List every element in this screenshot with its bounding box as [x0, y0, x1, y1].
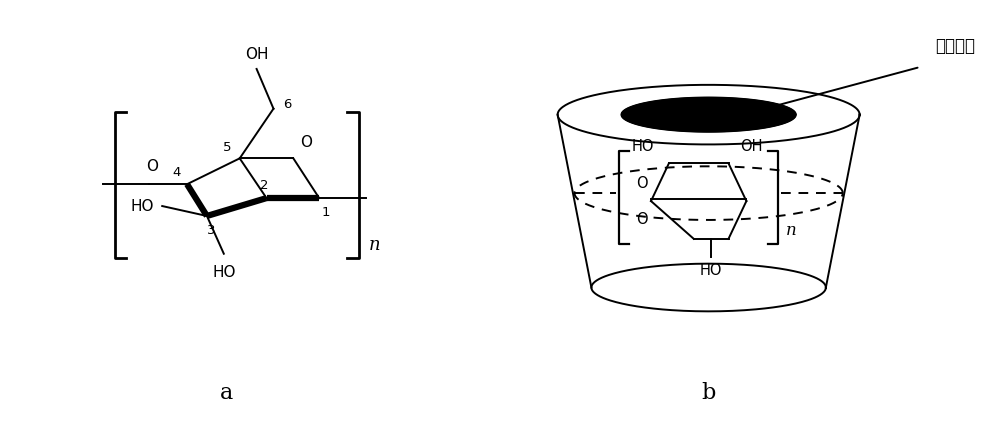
- Text: 3: 3: [207, 224, 215, 237]
- Text: O: O: [636, 212, 648, 227]
- Text: 疏水空腔: 疏水空腔: [935, 37, 975, 55]
- Text: 5: 5: [223, 141, 231, 153]
- Text: O: O: [300, 135, 312, 150]
- Text: O: O: [146, 159, 158, 174]
- Text: a: a: [220, 381, 233, 403]
- Text: n: n: [786, 222, 797, 238]
- Text: n: n: [369, 235, 380, 253]
- Text: O: O: [636, 175, 648, 190]
- Text: HO: HO: [631, 139, 654, 154]
- Text: 1: 1: [322, 205, 330, 218]
- Text: HO: HO: [212, 264, 236, 279]
- Text: OH: OH: [245, 47, 268, 62]
- Text: HO: HO: [699, 262, 722, 277]
- Text: 2: 2: [260, 178, 269, 191]
- Text: OH: OH: [740, 139, 763, 154]
- Text: b: b: [701, 381, 716, 403]
- Polygon shape: [621, 98, 796, 133]
- Text: 6: 6: [283, 98, 292, 111]
- Text: 4: 4: [172, 165, 180, 178]
- Text: HO: HO: [131, 198, 154, 213]
